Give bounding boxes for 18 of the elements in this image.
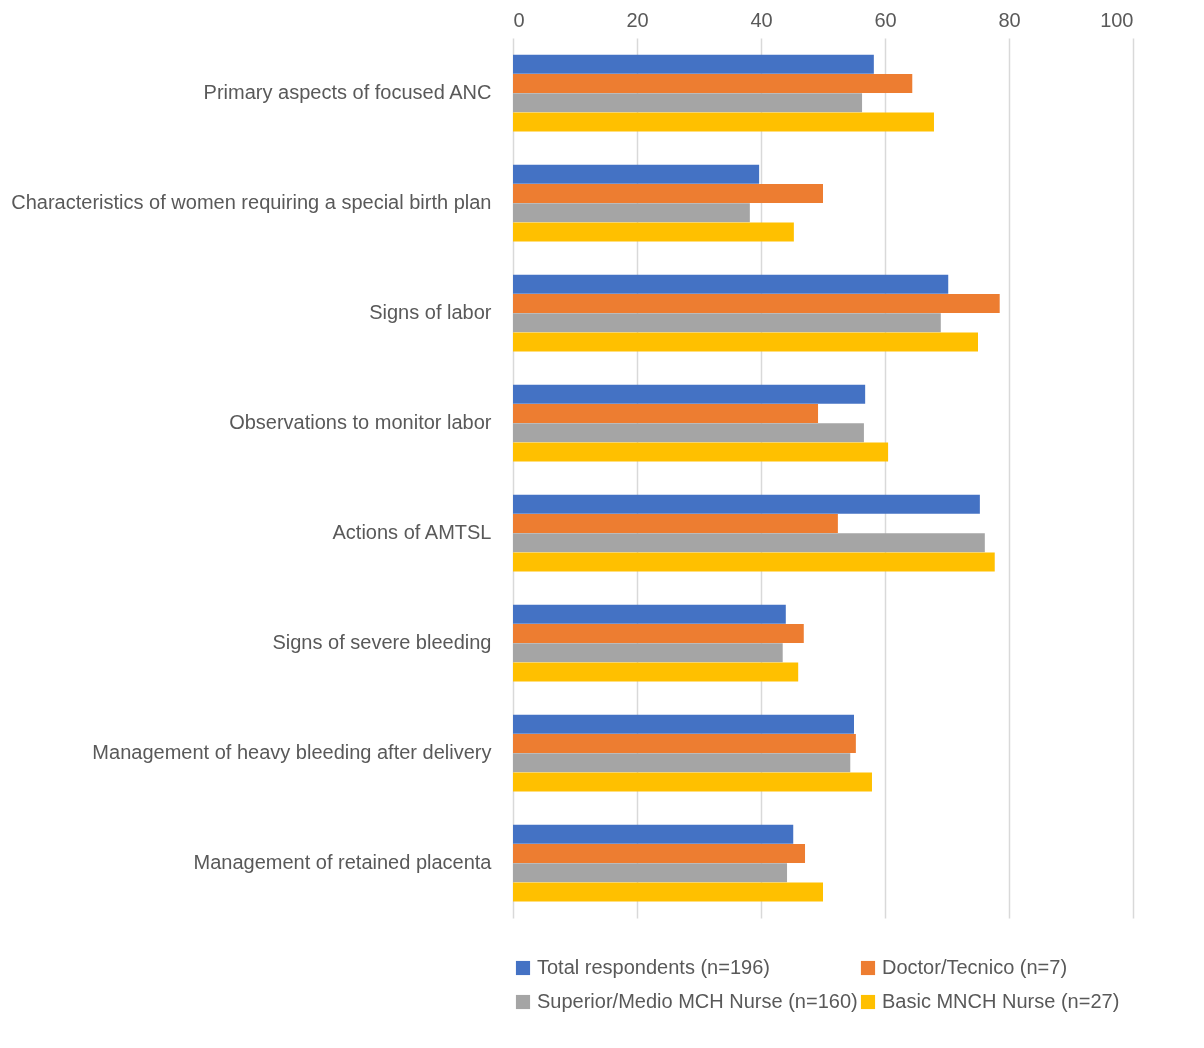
x-tick-label: 80 — [998, 8, 1021, 31]
y-tick-label: Management of retained placenta — [193, 851, 493, 873]
y-tick-label: Characteristics of women requiring a special birth plan — [11, 191, 492, 213]
legend-label: Superior/Medio MCH Nurse (n=160) — [537, 990, 858, 1012]
y-tick-label: Observations to monitor labor — [229, 411, 492, 433]
legend-label: Total respondents (n=196) — [537, 956, 770, 978]
legend-label: Doctor/Tecnico (n=7) — [882, 956, 1068, 978]
y-tick-label: Signs of labor — [369, 301, 492, 323]
y-tick-label: Actions of AMTSL — [332, 521, 492, 543]
y-tick-label: Management of heavy bleeding after delivery — [92, 741, 492, 763]
x-tick-label: 100 — [1100, 8, 1134, 31]
y-tick-label: Primary aspects of focused ANC — [203, 81, 492, 103]
x-tick-label: 60 — [874, 8, 897, 31]
x-tick-label: 0 — [513, 8, 525, 31]
x-tick-label: 20 — [626, 8, 649, 31]
x-tick-label: 40 — [750, 8, 773, 31]
legend-label: Basic MNCH Nurse (n=27) — [882, 990, 1120, 1012]
y-tick-label: Signs of severe bleeding — [272, 631, 492, 653]
